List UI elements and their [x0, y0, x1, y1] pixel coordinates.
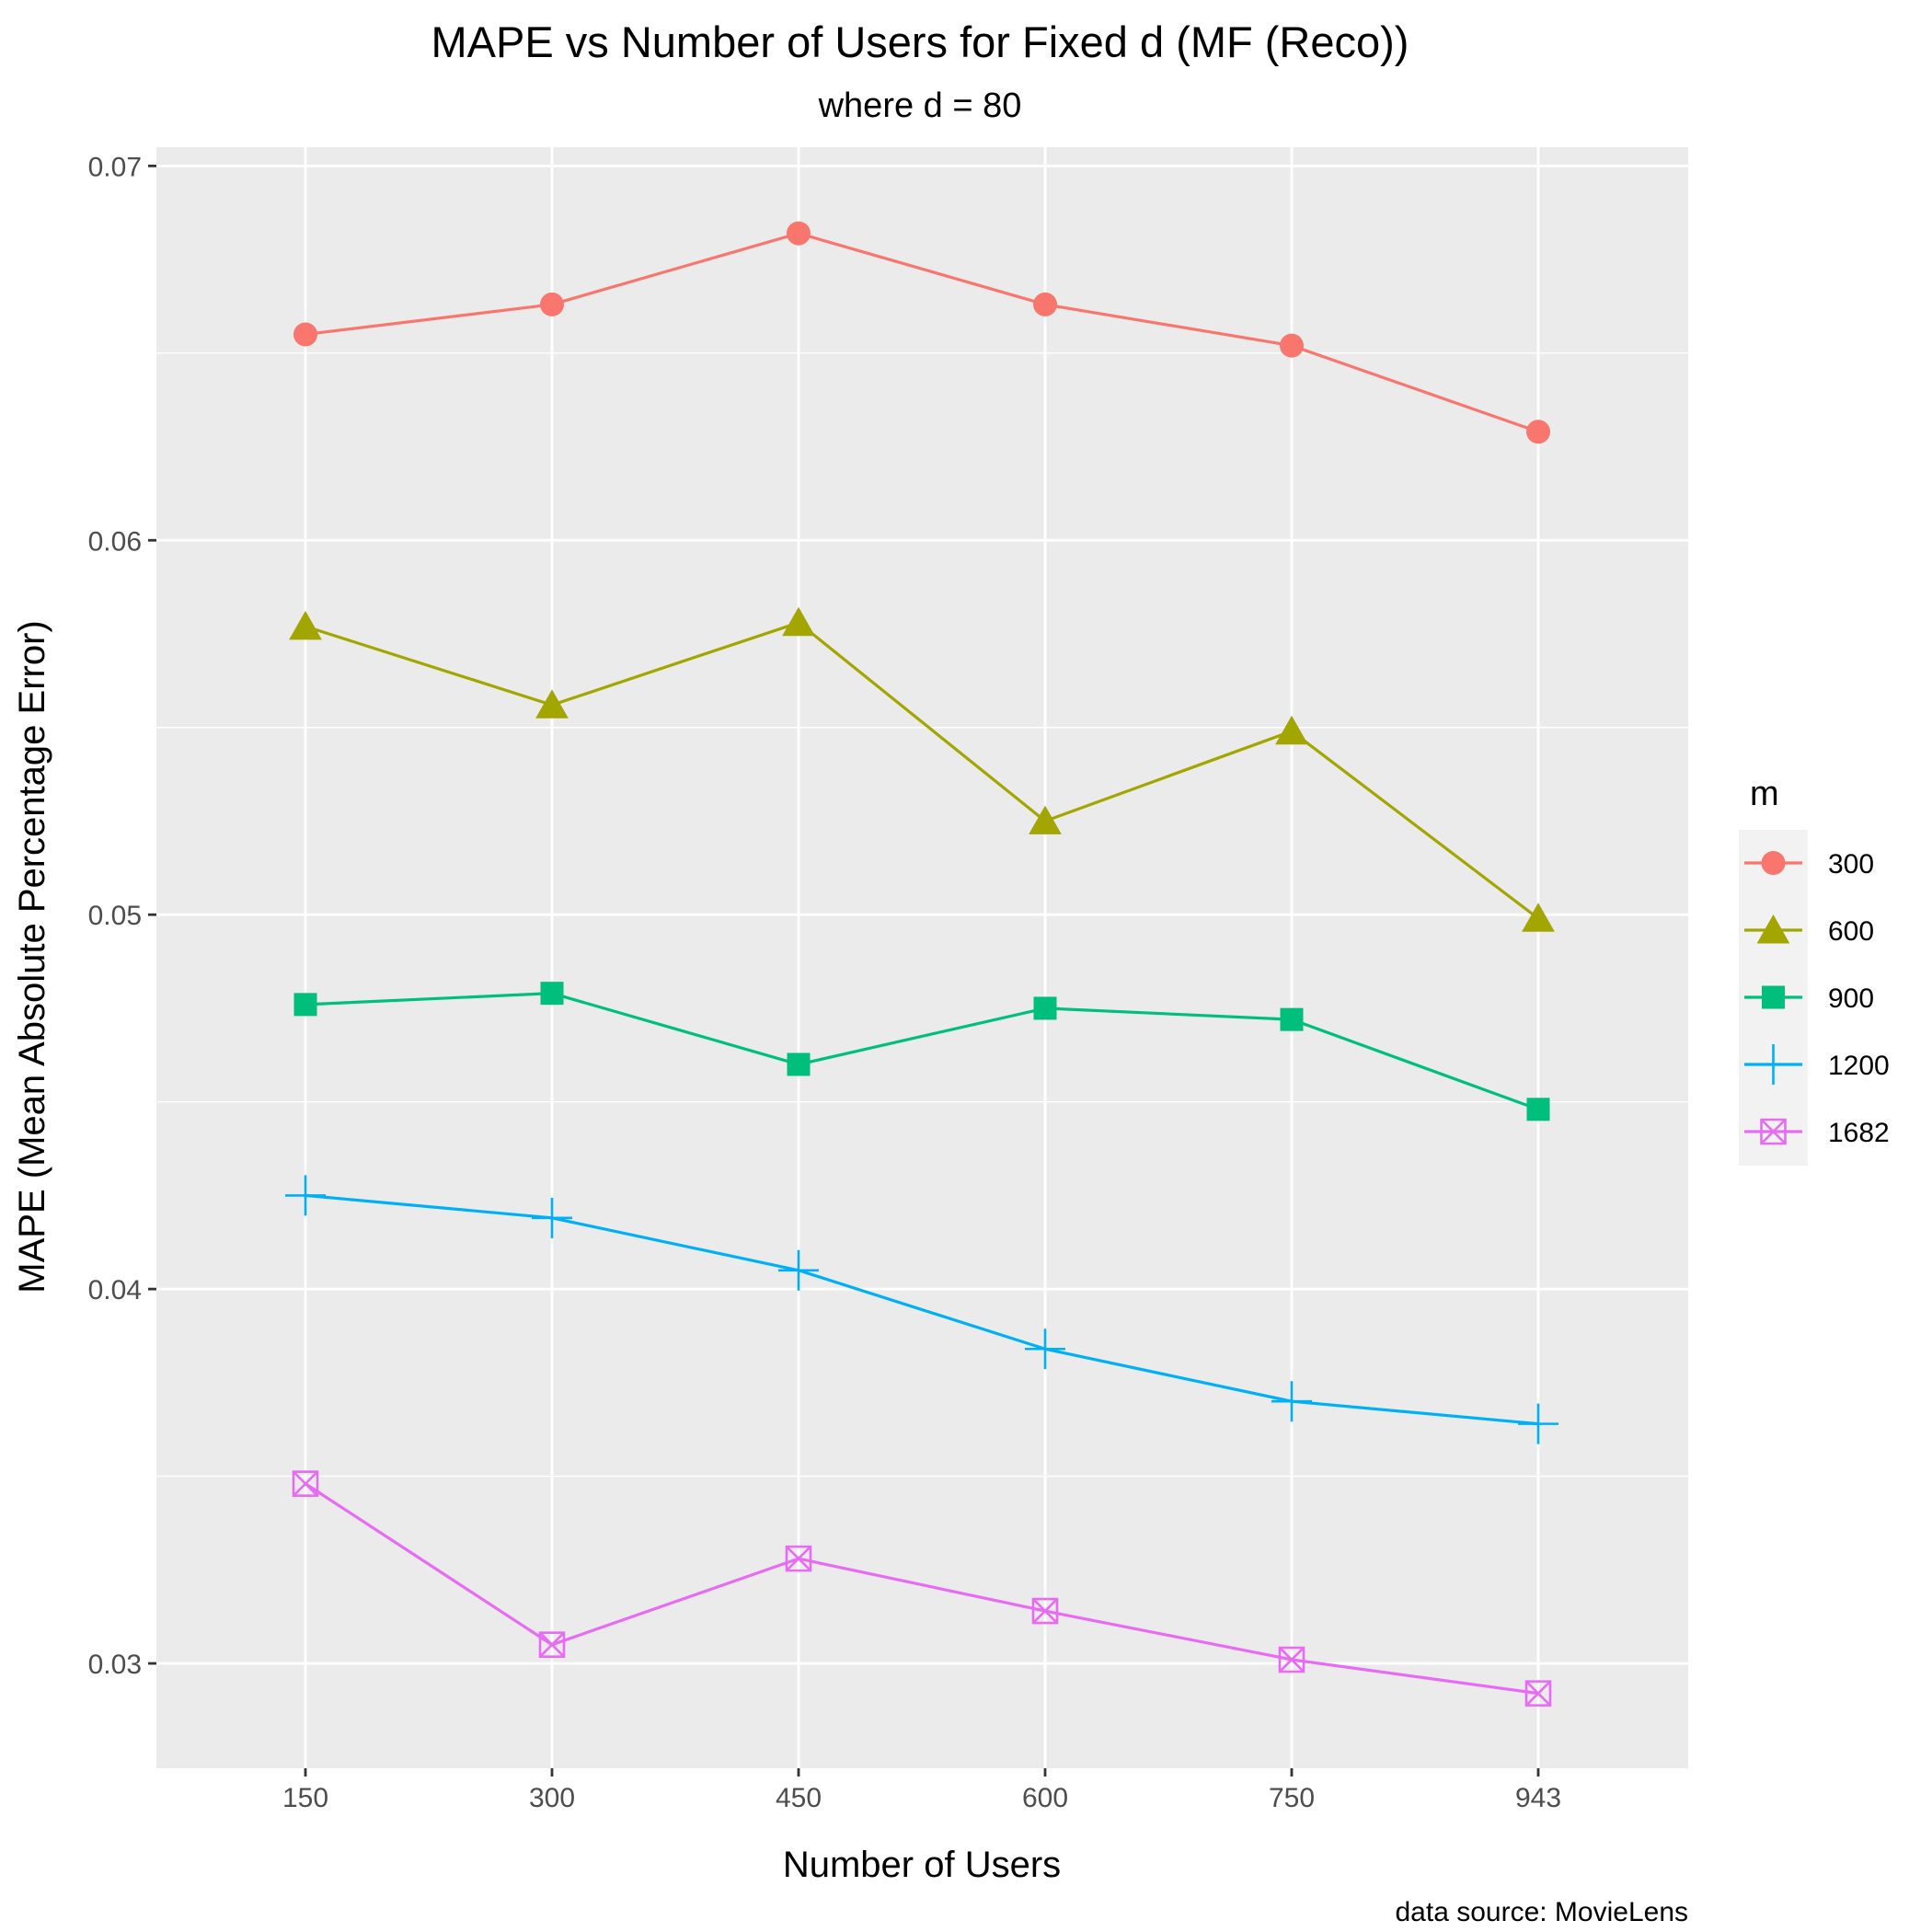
data-point-600: [289, 610, 322, 640]
legend-label: 900: [1828, 983, 1874, 1014]
y-tick-label: 0.03: [88, 1650, 142, 1680]
legend-label: 600: [1828, 916, 1874, 947]
y-axis-title: MAPE (Mean Absolute Percentage Error): [12, 620, 52, 1293]
series-300: [293, 221, 1550, 444]
series-600: [289, 606, 1555, 932]
series-line-300: [305, 231, 1539, 433]
x-tick-label: 300: [529, 1783, 575, 1813]
series-line-1200: [305, 1193, 1539, 1426]
data-point-300: [1280, 333, 1304, 358]
data-point-1200: [1518, 1403, 1558, 1444]
x-tick-label: 600: [1022, 1783, 1068, 1813]
data-point-900: [787, 1052, 811, 1076]
data-point-1200: [1271, 1381, 1312, 1422]
legend: m 300 600 900 1200 1682: [1739, 775, 1890, 1166]
grid-layer: [156, 147, 1688, 1768]
y-tick-label: 0.06: [88, 526, 142, 557]
legend-marker: [1761, 851, 1786, 875]
legend-item-600: 600: [1744, 914, 1874, 947]
axis-layer: 0.03 0.04 0.05 0.06 0.07 150 300 450 600 750 943: [88, 152, 1561, 1813]
data-point-300: [1526, 420, 1550, 444]
data-point-900: [1033, 996, 1057, 1020]
y-tick-label: 0.07: [88, 152, 142, 182]
x-tick-label: 450: [776, 1783, 822, 1813]
data-point-600: [1522, 903, 1555, 932]
series-900: [293, 982, 1550, 1121]
data-point-600: [535, 689, 569, 719]
chart-title: MAPE vs Number of Users for Fixed d (MF …: [431, 17, 1409, 66]
data-point-900: [293, 993, 317, 1017]
chart-subtitle: where d = 80: [818, 86, 1022, 125]
x-tick-label: 150: [282, 1783, 328, 1813]
legend-label: 1200: [1828, 1051, 1890, 1081]
data-point-1200: [1025, 1328, 1065, 1370]
legend-item-1682: 1682: [1744, 1118, 1890, 1148]
data-point-600: [1275, 715, 1308, 745]
caption: data source: MovieLens: [1395, 1897, 1688, 1927]
legend-item-1200: 1200: [1744, 1044, 1890, 1085]
plot-panel: [156, 147, 1688, 1768]
legend-label: 1682: [1828, 1118, 1890, 1148]
legend-title: m: [1750, 775, 1779, 813]
data-point-900: [1526, 1098, 1550, 1121]
legend-marker: [1760, 1118, 1787, 1145]
x-axis-title: Number of Users: [783, 1845, 1061, 1885]
data-point-1200: [778, 1249, 819, 1291]
series-line-900: [305, 992, 1539, 1111]
y-tick-label: 0.04: [88, 1275, 142, 1305]
series-line-1682: [305, 1482, 1539, 1696]
data-point-1682: [1031, 1597, 1059, 1625]
data-point-300: [293, 322, 317, 347]
legend-item-900: 900: [1744, 983, 1874, 1014]
x-tick-label: 750: [1269, 1783, 1315, 1813]
legend-label: 300: [1828, 849, 1874, 880]
legend-marker: [1762, 985, 1785, 1009]
legend-marker: [1753, 1044, 1794, 1085]
data-point-900: [540, 982, 564, 1006]
data-point-1682: [1278, 1646, 1305, 1673]
series-1682: [292, 1470, 1552, 1707]
legend-item-300: 300: [1744, 849, 1874, 880]
data-point-900: [1280, 1007, 1304, 1031]
data-point-1682: [785, 1545, 812, 1572]
data-point-1200: [532, 1197, 572, 1238]
data-point-1682: [538, 1631, 566, 1659]
series-1200: [285, 1175, 1558, 1444]
series-layer: [285, 221, 1558, 1707]
x-tick-label: 943: [1515, 1783, 1561, 1813]
data-point-1682: [292, 1470, 319, 1498]
data-point-1682: [1524, 1680, 1552, 1707]
series-line-600: [305, 621, 1539, 920]
y-tick-label: 0.05: [88, 901, 142, 931]
data-point-300: [1033, 292, 1057, 316]
legend-marker: [1756, 914, 1790, 944]
data-point-600: [782, 606, 815, 637]
data-point-600: [1029, 805, 1062, 834]
data-point-1200: [285, 1175, 326, 1216]
data-point-300: [787, 221, 811, 246]
data-point-300: [540, 292, 564, 316]
